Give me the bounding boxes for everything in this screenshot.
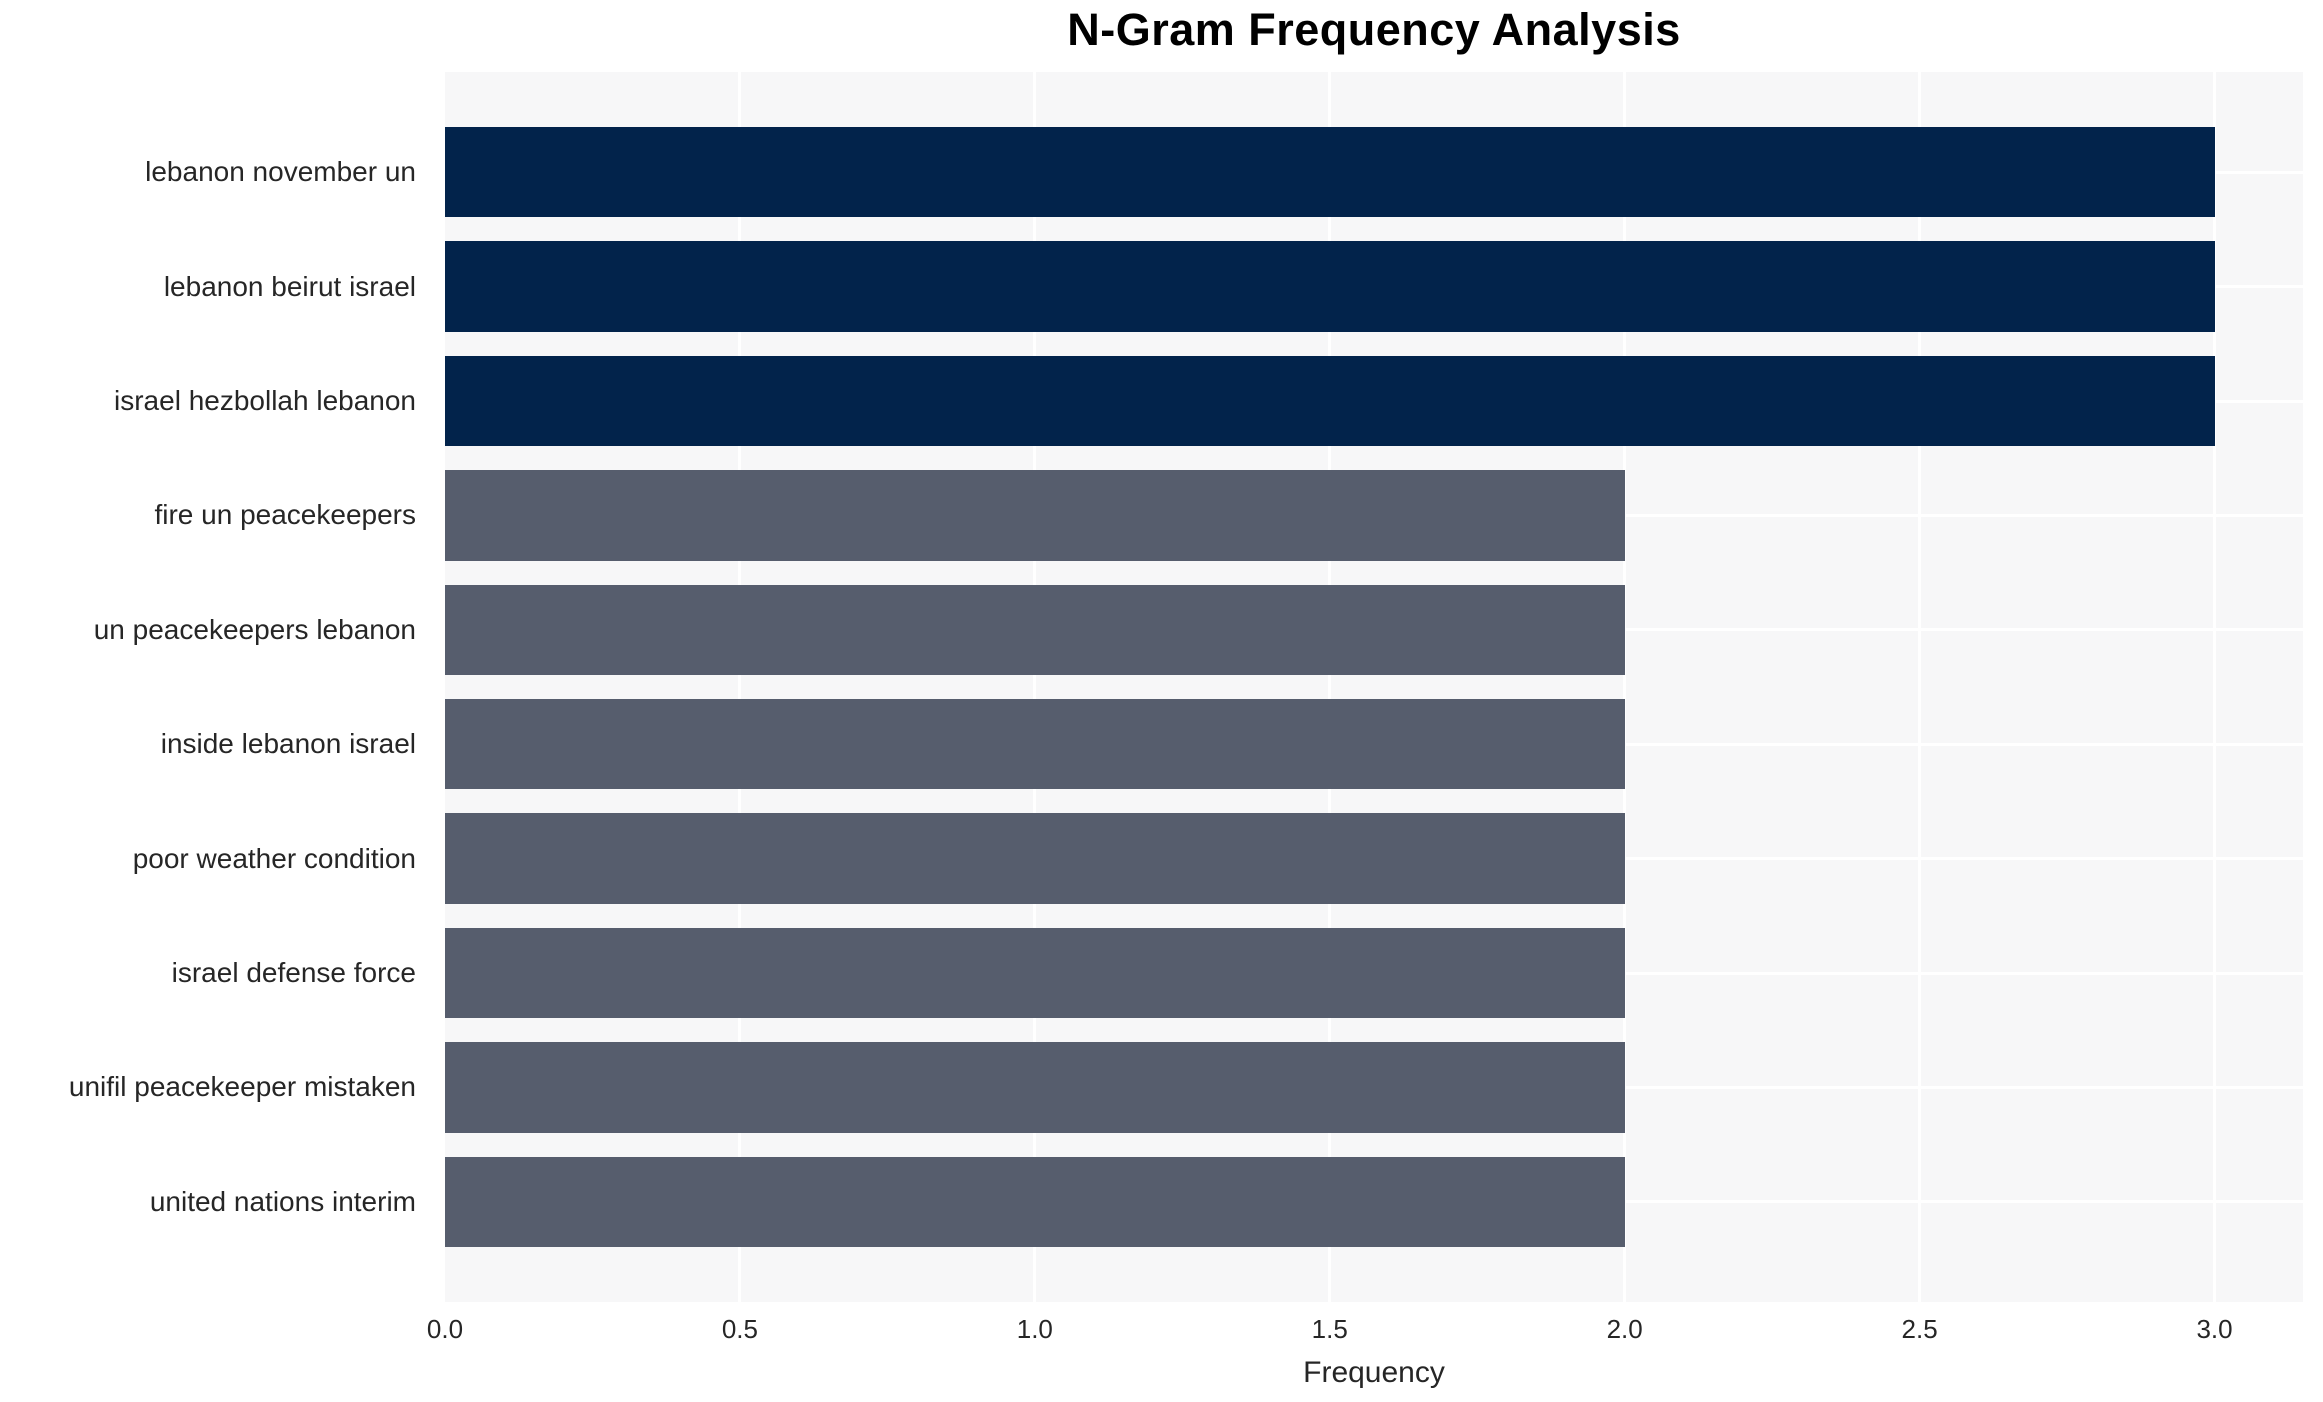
x-gridline <box>2213 72 2217 1302</box>
y-label-row: israel hezbollah lebanon <box>0 344 430 458</box>
y-tick-label: un peacekeepers lebanon <box>93 613 416 645</box>
bar-inside-lebanon-israel <box>445 699 1625 790</box>
x-gridline <box>1623 72 1627 1302</box>
y-tick-label: israel hezbollah lebanon <box>114 385 416 417</box>
x-tick-label: 2.5 <box>1901 1314 1938 1344</box>
y-axis-labels: lebanon november un lebanon beirut israel… <box>0 72 430 1302</box>
y-tick-label: poor weather condition <box>132 842 416 874</box>
bar-fire-un-peacekeepers <box>445 470 1625 561</box>
bar-israel-defense-force <box>445 927 1625 1019</box>
y-label-row: fire un peacekeepers <box>0 458 430 572</box>
y-tick-label: lebanon november un <box>145 156 416 188</box>
bar-row <box>445 801 2303 915</box>
bar-un-peacekeepers-lebanon <box>445 584 1625 676</box>
y-tick-label: fire un peacekeepers <box>154 499 416 531</box>
bar-row <box>445 573 2303 687</box>
bar-united-nations-interim <box>445 1156 1625 1248</box>
bar-row <box>445 458 2303 572</box>
bar-poor-weather-condition <box>445 813 1625 904</box>
y-label-row: israel defense force <box>0 916 430 1030</box>
x-axis-ticks: 0.0 0.5 1.0 1.5 2.0 2.5 3.0 <box>427 1314 2303 1348</box>
y-tick-label: united nations interim <box>149 1185 416 1217</box>
x-gridline <box>1918 72 1922 1302</box>
bars-layer <box>445 72 2303 1302</box>
x-gridline <box>1328 72 1332 1302</box>
x-gridline <box>1033 72 1037 1302</box>
y-tick-label: inside lebanon israel <box>160 728 416 760</box>
x-gridline <box>738 72 742 1302</box>
bar-israel-hezbollah-lebanon <box>445 355 2215 447</box>
bar-unifil-peacekeeper-mistaken <box>445 1042 1625 1133</box>
plot-area <box>445 72 2303 1302</box>
y-tick-label: israel defense force <box>171 957 416 989</box>
y-label-row: lebanon beirut israel <box>0 229 430 343</box>
bar-lebanon-november-un <box>445 127 2215 218</box>
chart-title: N-Gram Frequency Analysis <box>1067 4 1681 55</box>
x-tick-label: 0.5 <box>721 1314 758 1344</box>
y-label-row: unifil peacekeeper mistaken <box>0 1030 430 1144</box>
x-tick-label: 3.0 <box>2196 1314 2233 1344</box>
bar-row <box>445 687 2303 801</box>
y-label-row: un peacekeepers lebanon <box>0 573 430 687</box>
x-tick-label: 0.0 <box>426 1314 464 1344</box>
bar-row <box>445 1030 2303 1144</box>
y-label-row: poor weather condition <box>0 801 430 915</box>
bar-row <box>445 229 2303 343</box>
bar-row <box>445 916 2303 1030</box>
y-label-row: united nations interim <box>0 1145 430 1259</box>
y-tick-label: lebanon beirut israel <box>163 270 416 302</box>
y-tick-label: unifil peacekeeper mistaken <box>68 1071 416 1103</box>
x-axis-title: Frequency <box>1303 1356 1445 1389</box>
x-tick-label: 2.0 <box>1606 1314 1643 1344</box>
bar-row <box>445 344 2303 458</box>
bar-row <box>445 115 2303 229</box>
bar-row <box>445 1145 2303 1259</box>
bar-lebanon-beirut-israel <box>445 241 2215 332</box>
x-tick-label: 1.5 <box>1311 1314 1348 1344</box>
x-tick-label: 1.0 <box>1016 1314 1053 1344</box>
y-label-row: inside lebanon israel <box>0 687 430 801</box>
y-label-row: lebanon november un <box>0 115 430 229</box>
